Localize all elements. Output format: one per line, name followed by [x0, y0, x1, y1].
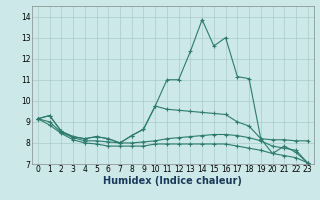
X-axis label: Humidex (Indice chaleur): Humidex (Indice chaleur): [103, 176, 242, 186]
